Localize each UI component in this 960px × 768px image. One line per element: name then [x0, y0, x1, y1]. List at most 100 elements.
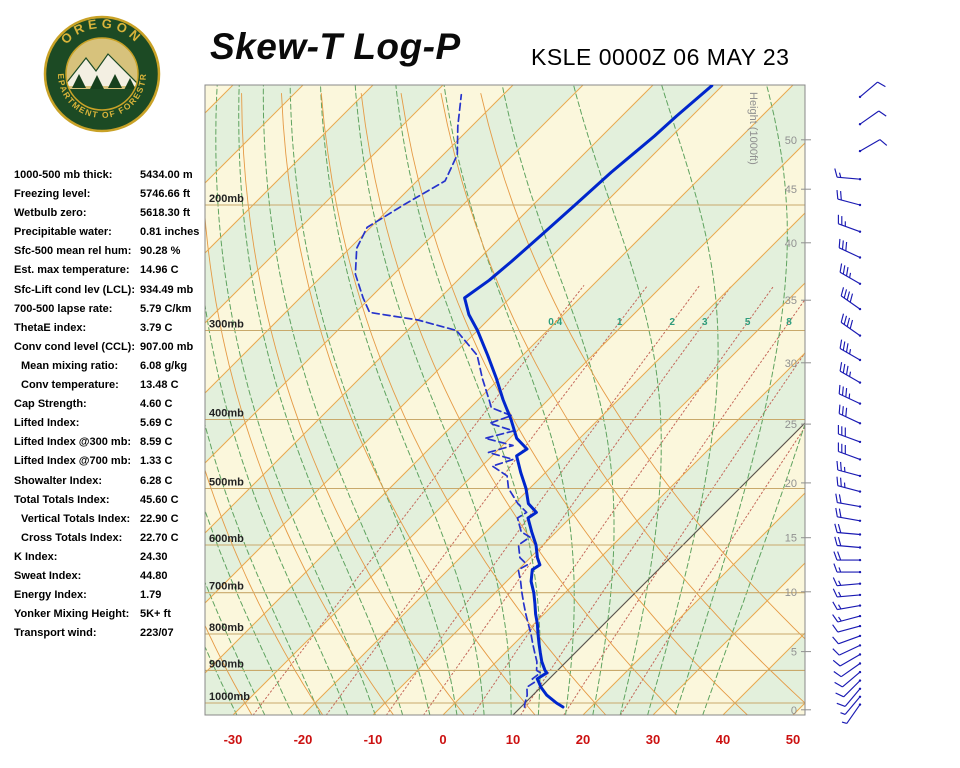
- index-label: 1000-500 mb thick:: [14, 169, 113, 181]
- height-tick-label: 25: [785, 419, 797, 431]
- temperature-tick-label: -20: [294, 732, 313, 747]
- temperature-line: [463, 85, 714, 709]
- wind-barb: [839, 263, 862, 285]
- wind-barb: [836, 190, 862, 207]
- index-label: Yonker Mixing Height:: [14, 608, 130, 621]
- index-label: Est. max temperature:: [14, 264, 130, 277]
- index-row: Lifted Index: 5.69 C: [14, 415, 219, 434]
- index-label: Cap Strength:: [14, 398, 87, 411]
- wind-barb: [834, 523, 862, 536]
- pressure-label: 600mb: [209, 533, 244, 545]
- wind-barb: [837, 214, 862, 233]
- pressure-label: 500mb: [209, 477, 244, 489]
- temperature-tick-label: -10: [364, 732, 383, 747]
- temperature-tick-label: 30: [646, 732, 660, 747]
- wind-barb: [832, 577, 862, 587]
- index-row: Energy Index: 1.79: [14, 587, 219, 606]
- index-label: Sweat Index:: [14, 569, 82, 582]
- wind-barb: [858, 139, 888, 153]
- mixing-ratio-label: 5: [745, 317, 751, 328]
- index-label: Energy Index:: [14, 589, 87, 602]
- temperature-tick-label: 20: [576, 732, 590, 747]
- wind-barb: [840, 287, 862, 311]
- temperature-tick-label: 10: [506, 732, 520, 747]
- index-row: Lifted Index @700 mb: 1.33 C: [14, 453, 219, 472]
- index-value: 90.28 %: [140, 245, 181, 258]
- index-value: 1.79: [140, 589, 162, 602]
- mixing-ratio-label: 8: [786, 317, 792, 328]
- index-label: Conv temperature:: [21, 379, 119, 392]
- index-label: Vertical Totals Index:: [21, 512, 131, 525]
- height-tick-label: 5: [791, 647, 797, 659]
- wind-barb-column: [832, 81, 888, 724]
- wind-barb: [837, 442, 862, 461]
- height-tick-label: 40: [785, 238, 797, 250]
- index-row: Precipitable water: 0.81 inches: [14, 224, 219, 243]
- dewpoint-line: [354, 93, 542, 708]
- mixing-ratio-label: 1: [617, 317, 623, 328]
- index-value: 6.28 C: [140, 474, 173, 487]
- pressure-label: 700mb: [209, 581, 244, 593]
- height-tick-label: 0: [791, 705, 797, 717]
- index-value: 44.80: [140, 569, 168, 582]
- index-row: Cross Totals Index: 22.70 C: [14, 530, 219, 549]
- wind-barb: [836, 687, 862, 707]
- index-value: 5434.00 m: [140, 169, 193, 181]
- index-row: K Index: 24.30: [14, 549, 219, 568]
- isotherms: [205, 85, 805, 715]
- index-value: 4.60 C: [140, 398, 173, 411]
- wind-barb: [858, 110, 887, 126]
- pressure-label: 900mb: [209, 658, 244, 670]
- index-label: Transport wind:: [14, 627, 97, 640]
- index-row: ThetaE index: 3.79 C: [14, 320, 219, 339]
- index-label: 700-500 lapse rate:: [14, 302, 113, 315]
- height-axis: 0 5 10 15 20 25 30 35 40 45 50 Height (1000ft): [747, 92, 811, 717]
- wind-barb: [836, 476, 862, 493]
- index-label: ThetaE index:: [14, 321, 87, 334]
- odf-logo: OREGON DEPARTMENT OF FORESTRY: [38, 6, 162, 134]
- index-value: 24.30: [140, 550, 168, 563]
- temperature-tick-label: 0: [439, 732, 446, 747]
- wind-barb: [837, 425, 862, 444]
- index-label: Cross Totals Index:: [21, 531, 123, 544]
- wind-barb: [833, 563, 862, 574]
- mixing-ratio-label: 0.4: [548, 317, 562, 328]
- index-value: 13.48 C: [140, 379, 179, 392]
- height-tick-label: 15: [785, 533, 797, 545]
- index-label: Sfc-500 mean rel hum:: [14, 245, 132, 258]
- index-label: Sfc-Lift cond lev (LCL):: [14, 283, 135, 296]
- wind-barb: [840, 695, 862, 715]
- index-value: 934.49 mb: [140, 283, 194, 296]
- index-label: Precipitable water:: [14, 226, 112, 239]
- page-title: Skew-T Log-P: [210, 26, 461, 67]
- index-value: 223/07: [140, 627, 174, 640]
- height-axis-label: Height (1000ft): [747, 92, 759, 165]
- height-tick-label: 50: [785, 135, 797, 147]
- index-value: 5.69 C: [140, 417, 173, 430]
- index-value: 1.33 C: [140, 455, 173, 468]
- wind-barb: [841, 703, 862, 724]
- wind-barb: [838, 404, 862, 425]
- pressure-label: 1000mb: [209, 691, 250, 703]
- index-row: Showalter Index: 6.28 C: [14, 473, 219, 492]
- wind-barb: [835, 507, 862, 522]
- index-label: Total Totals Index:: [14, 493, 110, 506]
- wind-barb: [832, 634, 862, 645]
- index-row: Est. max temperature: 14.96 C: [14, 262, 219, 281]
- index-label: Freezing level:: [14, 188, 91, 201]
- wind-barb: [858, 81, 886, 99]
- temperature-tick-label: -30: [224, 732, 243, 747]
- wind-barb: [838, 238, 862, 259]
- index-row: Transport wind: 223/07: [14, 625, 219, 644]
- index-value: 907.00 mb: [140, 340, 194, 353]
- index-row: Mean mixing ratio: 6.08 g/kg: [14, 358, 219, 377]
- index-label: Conv cond level (CCL):: [14, 340, 136, 353]
- wind-barb: [835, 493, 862, 508]
- wind-barb: [838, 384, 862, 405]
- index-label: K Index:: [14, 550, 58, 563]
- index-row: Conv temperature: 13.48 C: [14, 377, 219, 396]
- index-row: 700-500 lapse rate: 5.79 C/km: [14, 301, 219, 320]
- wind-barb: [833, 551, 862, 562]
- index-row: Total Totals Index: 45.60 C: [14, 492, 219, 511]
- chart-border: [204, 84, 806, 716]
